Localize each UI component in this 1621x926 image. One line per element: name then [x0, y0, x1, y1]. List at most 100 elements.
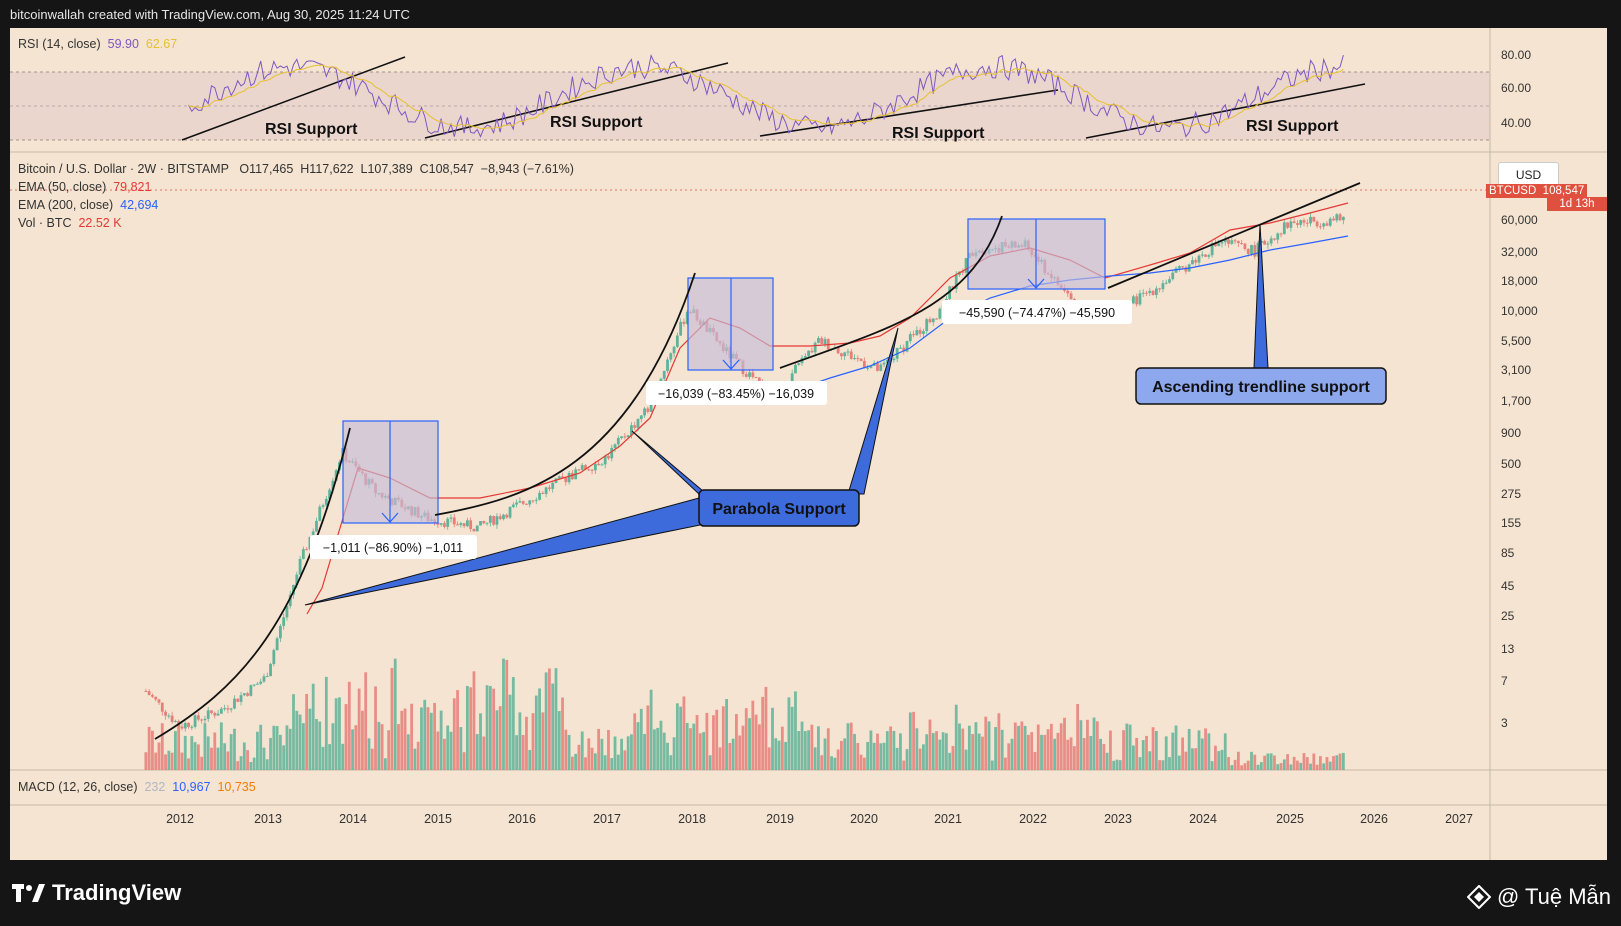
candle-body: [561, 476, 564, 478]
candle-body: [1177, 266, 1181, 269]
rsi-legend-value: 59.90: [107, 37, 139, 51]
volume-bar: [492, 688, 496, 770]
volume-bar: [272, 725, 276, 770]
volume-bar: [1246, 760, 1250, 770]
volume-bar: [203, 723, 207, 770]
candle-body: [1328, 218, 1332, 226]
volume-bar: [944, 733, 948, 770]
volume-bar: [187, 758, 190, 770]
volume-legend[interactable]: Vol · BTC 22.52 K: [18, 216, 122, 230]
chart-area[interactable]: RSI Support RSI Support RSI Support RSI …: [10, 28, 1607, 860]
volume-bar: [1305, 757, 1309, 770]
candle-body: [626, 435, 630, 438]
price-tick: 25: [1501, 609, 1515, 623]
watermark-text: @ Tuệ Mẫn: [1496, 884, 1611, 909]
candle-body: [282, 617, 286, 626]
candle-body: [587, 469, 591, 471]
candle-body: [190, 726, 194, 728]
candle-body: [183, 722, 187, 729]
volume-bar: [219, 722, 223, 770]
volume-bar: [1154, 730, 1158, 770]
candle-body: [452, 517, 456, 525]
volume-bar: [964, 749, 968, 770]
candle-body: [1279, 233, 1283, 235]
volume-bar: [456, 690, 459, 770]
volume-bar: [931, 733, 935, 770]
candle-body: [856, 358, 860, 360]
candle-body: [849, 351, 853, 359]
volume-bar: [1191, 748, 1194, 770]
volume-bar: [413, 748, 417, 770]
volume-bar: [987, 721, 991, 770]
volume-bar: [1263, 755, 1267, 770]
volume-bar: [990, 760, 994, 770]
rsi-legend[interactable]: RSI (14, close) 59.90 62.67: [18, 37, 177, 51]
volume-bar: [1109, 730, 1112, 770]
chart-svg[interactable]: RSI Support RSI Support RSI Support RSI …: [10, 28, 1607, 860]
volume-bar: [374, 686, 377, 770]
price-tick: 45: [1501, 579, 1515, 593]
candle-body: [1253, 245, 1257, 257]
volume-bar: [538, 688, 541, 770]
volume-bar: [1220, 749, 1224, 770]
tradingview-logo[interactable]: TradingView: [12, 880, 181, 906]
candle-body: [790, 373, 794, 384]
ema50-legend[interactable]: EMA (50, close) 79,821: [18, 180, 151, 194]
volume-bar: [1197, 730, 1201, 770]
price-legend[interactable]: Bitcoin / U.S. Dollar · 2W · BITSTAMP O1…: [18, 162, 574, 176]
candle-body: [879, 364, 883, 371]
volume-bar: [1072, 746, 1076, 770]
volume-bar: [557, 711, 561, 770]
candle-body: [869, 365, 873, 368]
candle-body: [206, 710, 210, 719]
volume-bar: [817, 726, 820, 770]
candle-body: [633, 425, 637, 428]
volume-bar: [269, 737, 272, 770]
volume-bar: [1115, 759, 1119, 770]
volume-bar: [196, 744, 200, 770]
volume-bar: [534, 695, 538, 770]
currency-selector[interactable]: USD: [1498, 162, 1559, 188]
candle-body: [1302, 220, 1306, 223]
volume-bar: [981, 736, 984, 770]
candle-body: [508, 506, 512, 518]
volume-bar: [318, 721, 322, 770]
volume-bar: [252, 757, 256, 770]
price-tick: 1,700: [1501, 394, 1531, 408]
candle-body: [446, 518, 450, 527]
price-tick: 7: [1501, 674, 1508, 688]
volume-bar: [1125, 723, 1129, 770]
price-tick: 500: [1501, 457, 1521, 471]
volume-bar: [1184, 751, 1188, 770]
volume-bar: [656, 727, 660, 770]
volume-bar: [1227, 757, 1230, 770]
candle-body: [577, 469, 581, 471]
volume-bar: [1138, 757, 1142, 770]
candle-body: [548, 487, 551, 489]
volume-bar: [531, 713, 535, 770]
header-credit: bitcoinwallah created with TradingView.c…: [10, 7, 410, 22]
volume-bar: [1273, 755, 1276, 770]
candle-body: [570, 472, 574, 480]
candle-body: [465, 520, 469, 527]
drawdown-arrowhead-2: [722, 359, 740, 370]
ema200-legend[interactable]: EMA (200, close) 42,694: [18, 198, 158, 212]
volume-bar: [216, 747, 220, 770]
candle-body: [551, 482, 555, 489]
volume-bar: [213, 732, 217, 770]
candle-body: [534, 499, 538, 501]
volume-bar: [364, 672, 368, 770]
candle-body: [160, 702, 164, 712]
candle-body: [193, 715, 197, 727]
volume-bar: [731, 738, 735, 770]
volume-bar: [1122, 730, 1125, 770]
volume-bar: [1302, 753, 1306, 770]
volume-bar: [1063, 717, 1066, 770]
candle-body: [616, 438, 620, 445]
macd-legend[interactable]: MACD (12, 26, close) 232 10,967 10,735: [18, 780, 256, 794]
candle-body: [820, 338, 824, 345]
price-tick: 3: [1501, 716, 1508, 730]
volume-bar: [1023, 725, 1027, 770]
candle-body: [462, 523, 466, 527]
volume-bar: [905, 749, 909, 770]
